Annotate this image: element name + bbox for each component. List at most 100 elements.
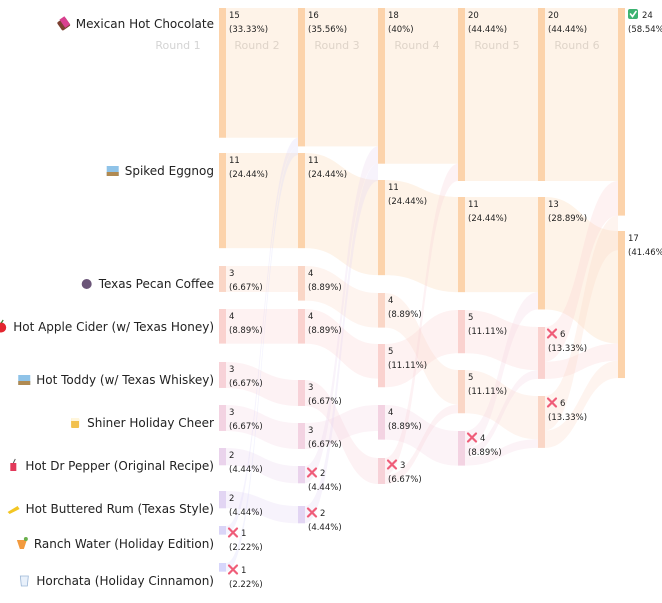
node-bar-mhc[interactable] <box>219 8 226 138</box>
node-bar-tpc[interactable] <box>219 266 226 292</box>
node-bar-tpc[interactable] <box>298 266 305 301</box>
node-bar-ht[interactable] <box>378 458 385 484</box>
node-bar-se[interactable] <box>298 153 305 249</box>
node-bar-hbr[interactable] <box>219 491 226 509</box>
flow-link <box>385 180 458 293</box>
node-percent: (8.89%) <box>308 283 342 293</box>
node-bar-hdp[interactable] <box>219 448 226 466</box>
node-bar-hac[interactable] <box>378 344 385 388</box>
round-label: Round 2 <box>234 39 279 52</box>
flow-link <box>465 370 538 440</box>
node-bar-ht[interactable] <box>219 362 226 388</box>
node-percent: (13.33%) <box>548 344 587 354</box>
flow-link <box>305 8 378 147</box>
node-bar-shc[interactable] <box>298 423 305 449</box>
flow-link <box>385 293 458 405</box>
node-bar-se[interactable] <box>219 153 226 249</box>
node-bar-tpc[interactable] <box>538 396 545 448</box>
node-bar-se[interactable] <box>538 197 545 310</box>
node-bar-se[interactable] <box>378 180 385 276</box>
chocolate-icon <box>57 16 71 31</box>
node-percent: (13.33%) <box>548 413 587 423</box>
node-bar-se[interactable] <box>618 231 625 379</box>
eliminated-icon <box>546 397 558 408</box>
node-percent: (6.67%) <box>388 475 422 485</box>
transfer-link <box>465 292 538 449</box>
node-votes: 5 <box>388 347 393 357</box>
flow-link <box>465 8 538 181</box>
transfer-link <box>226 137 298 535</box>
node-percent: (11.11%) <box>388 361 427 371</box>
node-votes: 16 <box>308 11 319 21</box>
apple-icon <box>0 319 7 333</box>
node-bar-mhc[interactable] <box>378 8 385 164</box>
flow-link <box>305 380 378 484</box>
node-bar-hdp[interactable] <box>298 466 305 484</box>
flow-link <box>226 8 298 138</box>
node-votes: 3 <box>308 383 313 393</box>
node-percent: (8.89%) <box>468 448 502 458</box>
node-bar-hac[interactable] <box>219 309 226 344</box>
node-percent: (11.11%) <box>468 327 507 337</box>
node-bar-mhc[interactable] <box>458 8 465 181</box>
node-bar-hac[interactable] <box>458 310 465 354</box>
soda-icon <box>10 458 17 471</box>
node-percent: (4.44%) <box>229 465 263 475</box>
node-bar-rw[interactable] <box>219 526 226 535</box>
round-label: Round 1 <box>155 39 200 52</box>
node-votes: 11 <box>229 156 240 166</box>
node-bar-mhc[interactable] <box>298 8 305 147</box>
node-percent: (8.89%) <box>308 326 342 336</box>
transfer-link <box>385 163 458 476</box>
node-bar-hbr[interactable] <box>298 506 305 524</box>
candidate-label: Texas Pecan Coffee <box>98 277 214 291</box>
node-bar-tpc[interactable] <box>458 370 465 414</box>
eliminated-icon <box>386 459 398 470</box>
node-votes: 6 <box>560 399 565 409</box>
node-percent: (24.44%) <box>229 170 268 180</box>
node-percent: (6.67%) <box>308 397 342 407</box>
flow-link <box>226 153 298 249</box>
flow-link <box>465 197 538 293</box>
node-percent: (28.89%) <box>548 214 587 224</box>
node-votes: 1 <box>241 529 246 539</box>
node-bar-hc[interactable] <box>219 563 226 572</box>
eliminated-icon <box>466 432 478 443</box>
node-votes: 6 <box>560 330 565 340</box>
node-percent: (6.67%) <box>229 422 263 432</box>
node-bar-mhc[interactable] <box>538 8 545 181</box>
node-votes: 5 <box>468 313 473 323</box>
flow-link <box>545 8 618 181</box>
node-bar-shc[interactable] <box>458 431 465 466</box>
candidate-label: Hot Apple Cider (w/ Texas Honey) <box>13 320 214 334</box>
node-votes: 17 <box>628 234 639 244</box>
node-bar-shc[interactable] <box>219 405 226 431</box>
node-votes: 3 <box>229 269 234 279</box>
node-votes: 4 <box>480 434 485 444</box>
round-label: Round 4 <box>394 39 439 52</box>
node-bar-tpc[interactable] <box>378 293 385 328</box>
node-votes: 15 <box>229 11 240 21</box>
node-percent: (6.67%) <box>229 379 263 389</box>
node-percent: (2.22%) <box>229 580 263 590</box>
node-bar-se[interactable] <box>458 197 465 293</box>
transfer-link <box>305 163 378 524</box>
flow-link <box>465 310 538 371</box>
node-bar-mhc[interactable] <box>618 8 625 216</box>
butter-icon <box>7 506 20 514</box>
node-bar-shc[interactable] <box>378 405 385 440</box>
node-percent: (8.89%) <box>229 326 263 336</box>
node-votes: 24 <box>642 11 653 21</box>
node-votes: 18 <box>388 11 399 21</box>
candidate-label: Mexican Hot Chocolate <box>76 17 214 31</box>
coffee-icon <box>81 279 92 289</box>
node-bar-hac[interactable] <box>538 327 545 379</box>
flow-link <box>385 310 458 388</box>
node-bar-hac[interactable] <box>298 309 305 344</box>
node-bar-ht[interactable] <box>298 380 305 406</box>
beer-icon <box>71 418 80 428</box>
node-votes: 11 <box>468 200 479 210</box>
node-votes: 3 <box>400 461 405 471</box>
transfer-link <box>226 146 298 572</box>
